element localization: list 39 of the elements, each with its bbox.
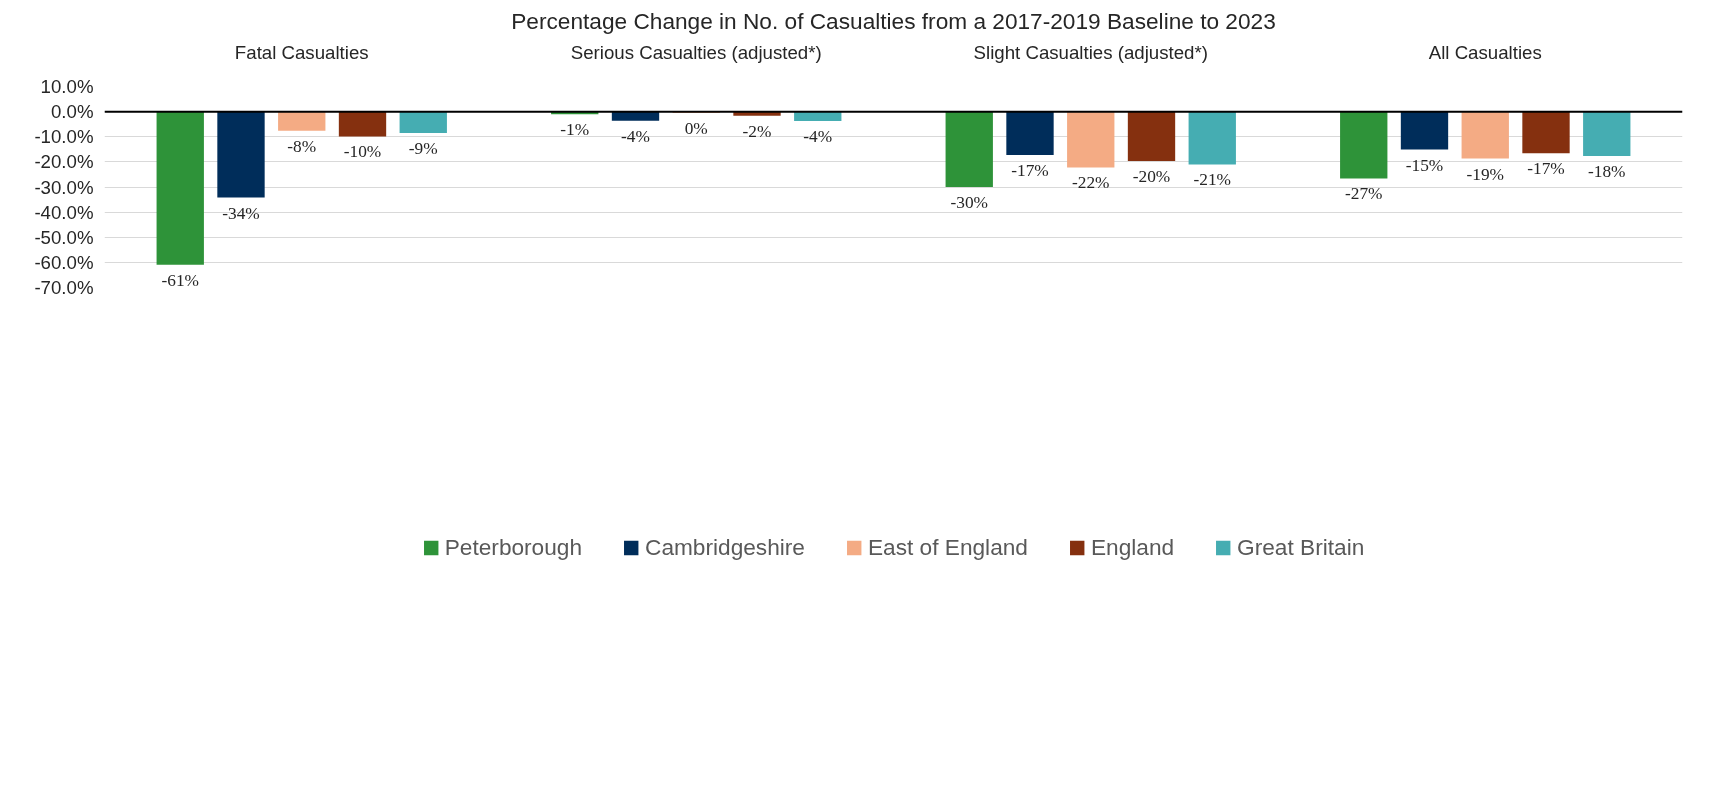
y-tick-label: 0.0% [50,101,94,123]
data-label: -34% [222,203,260,223]
y-tick-label: -20.0% [34,151,94,173]
data-label: -19% [1466,164,1505,184]
data-label: -22% [1071,173,1110,193]
y-tick-label: -60.0% [34,251,94,273]
data-label: -9% [408,138,438,158]
data-label: -15% [1405,155,1444,175]
x-tick-label: Serious Casualties (adjusted*) [570,41,822,63]
data-label: -20% [1132,167,1171,187]
data-label: -21% [1193,170,1232,190]
x-tick-label: All Casualties [1428,41,1542,63]
data-label: -10% [343,142,382,162]
y-tick-label: -10.0% [34,126,94,148]
data-label: -18% [1587,162,1626,182]
data-label: -8% [287,136,317,156]
data-label: -2% [742,121,772,141]
x-tick-label: Slight Casualties (adjusted*) [973,41,1208,63]
y-tick-label: -40.0% [34,201,94,223]
data-label: 0% [684,118,708,138]
legend-label: Cambridgeshire [645,533,805,561]
data-label: -1% [560,120,590,140]
data-label: -61% [161,270,200,290]
y-tick-label: -70.0% [34,277,94,298]
data-label: -17% [1527,159,1565,179]
data-label: -4% [621,126,650,146]
data-label: -30% [950,193,989,212]
data-label: -4% [803,126,833,146]
y-tick-label: -50.0% [34,226,94,248]
data-label: -17% [1011,161,1049,181]
data-label: -27% [1344,184,1383,204]
y-tick-label: -30.0% [34,176,94,198]
legend-label: England [1090,533,1175,561]
chart-title: Percentage Change in No. of Casualties from a 2017-2019 Baseline to 2023 [511,7,1276,34]
legend-label: Peterborough [444,533,583,561]
x-tick-label: Fatal Casualties [234,41,369,63]
legend-label: Great Britain [1237,533,1365,561]
legend-label: East of England [867,533,1028,561]
y-tick-label: 10.0% [40,76,94,97]
